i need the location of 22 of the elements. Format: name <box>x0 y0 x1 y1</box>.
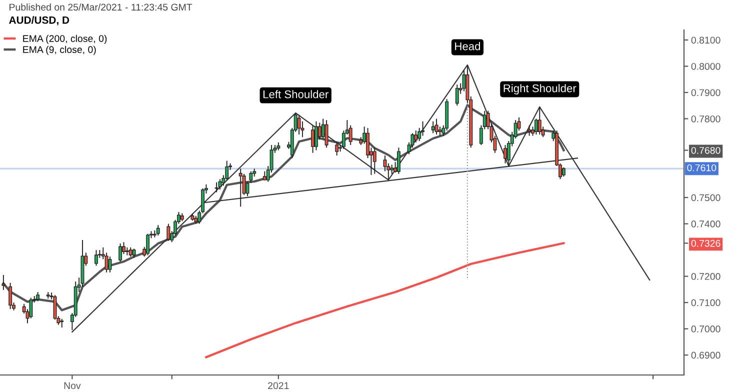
y-tick-label: 0.7200 <box>691 273 720 280</box>
y-tick-label: 0.7900 <box>691 89 720 96</box>
y-tick-label: 0.7000 <box>691 326 720 332</box>
x-tick-label: Nov <box>64 382 81 390</box>
y-tick-label: 0.7680 <box>691 146 720 154</box>
annotation: Right Shoulder <box>504 84 576 94</box>
annotation: Head <box>455 42 480 50</box>
annotation: Left Shoulder <box>263 90 328 98</box>
y-tick-label: 0.7500 <box>691 194 720 202</box>
chart-subtitle: Published on 25/Mar/2021 - 11:23:45 GMT <box>10 3 192 11</box>
y-tick-label: 0.7800 <box>691 115 720 122</box>
ref-line-label: 0.7610 <box>687 164 716 172</box>
y-tick-label: 0.7326 <box>691 240 720 247</box>
x-tick-label: 2021 <box>268 382 289 390</box>
legend-label: EMA (200, close, 0) <box>23 34 107 44</box>
y-tick-label: 0.7400 <box>691 220 720 228</box>
y-tick-label: 0.8100 <box>691 36 720 44</box>
y-tick-label: 0.6900 <box>691 352 720 359</box>
chart-title: AUD/USD, D <box>9 16 70 26</box>
y-tick-label: 0.8000 <box>691 62 720 70</box>
legend-label: EMA (9, close, 0) <box>23 46 96 55</box>
y-tick-label: 0.7100 <box>691 299 720 306</box>
